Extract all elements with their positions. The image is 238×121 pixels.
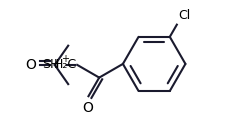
Text: H₂C: H₂C bbox=[54, 58, 77, 71]
Text: O: O bbox=[25, 58, 36, 72]
Text: O: O bbox=[82, 101, 93, 115]
Text: SH: SH bbox=[42, 58, 60, 71]
Text: Cl: Cl bbox=[178, 9, 190, 22]
Text: +: + bbox=[61, 54, 69, 64]
